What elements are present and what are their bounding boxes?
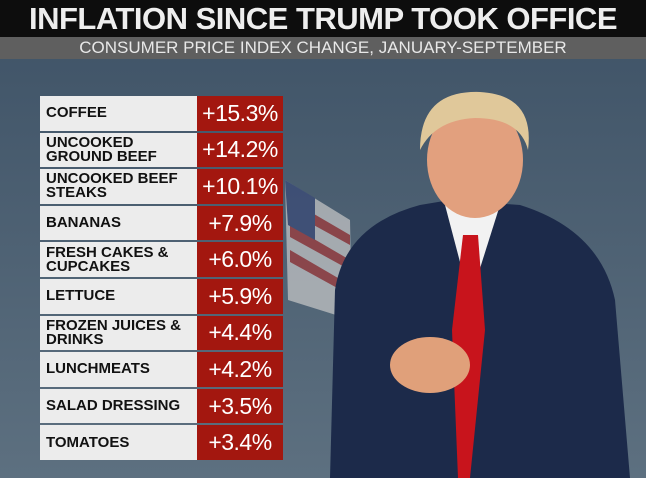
table-row: BANANAS +7.9% <box>40 205 283 241</box>
change-value: +7.9% <box>197 205 283 241</box>
table-row: LUNCHMEATS +4.2% <box>40 352 283 387</box>
change-value: +3.5% <box>197 388 283 424</box>
table-row: FROZEN JUICES & DRINKS +4.4% <box>40 315 283 351</box>
table-row: LETTUCE +5.9% <box>40 278 283 314</box>
change-value: +15.3% <box>197 96 283 131</box>
change-value: +14.2% <box>197 132 283 168</box>
item-label: UNCOOKED BEEF STEAKS <box>40 169 197 204</box>
item-label: FROZEN JUICES & DRINKS <box>40 315 197 351</box>
change-value: +10.1% <box>197 169 283 204</box>
table-row: UNCOOKED GROUND BEEF +14.2% <box>40 132 283 168</box>
flag-image <box>285 180 352 320</box>
change-value: +6.0% <box>197 242 283 277</box>
person-image <box>330 91 630 478</box>
item-label: LETTUCE <box>40 278 197 314</box>
table-row: COFFEE +15.3% <box>40 96 283 131</box>
item-label: LUNCHMEATS <box>40 352 197 387</box>
item-label: COFFEE <box>40 96 197 131</box>
item-label: TOMATOES <box>40 425 197 460</box>
item-label: UNCOOKED GROUND BEEF <box>40 132 197 168</box>
change-value: +5.9% <box>197 278 283 314</box>
chart-title: INFLATION SINCE TRUMP TOOK OFFICE <box>0 0 646 37</box>
item-label: FRESH CAKES & CUPCAKES <box>40 242 197 277</box>
table-row: TOMATOES +3.4% <box>40 425 283 460</box>
chart-subtitle: CONSUMER PRICE INDEX CHANGE, JANUARY-SEP… <box>0 37 646 59</box>
table-row: SALAD DRESSING +3.5% <box>40 388 283 424</box>
change-value: +4.2% <box>197 352 283 387</box>
table-row: UNCOOKED BEEF STEAKS +10.1% <box>40 169 283 204</box>
item-label: SALAD DRESSING <box>40 388 197 424</box>
change-value: +4.4% <box>197 315 283 351</box>
cpi-table: COFFEE +15.3% UNCOOKED GROUND BEEF +14.2% UN… <box>40 96 283 462</box>
table-row: FRESH CAKES & CUPCAKES +6.0% <box>40 242 283 277</box>
change-value: +3.4% <box>197 425 283 460</box>
item-label: BANANAS <box>40 205 197 241</box>
